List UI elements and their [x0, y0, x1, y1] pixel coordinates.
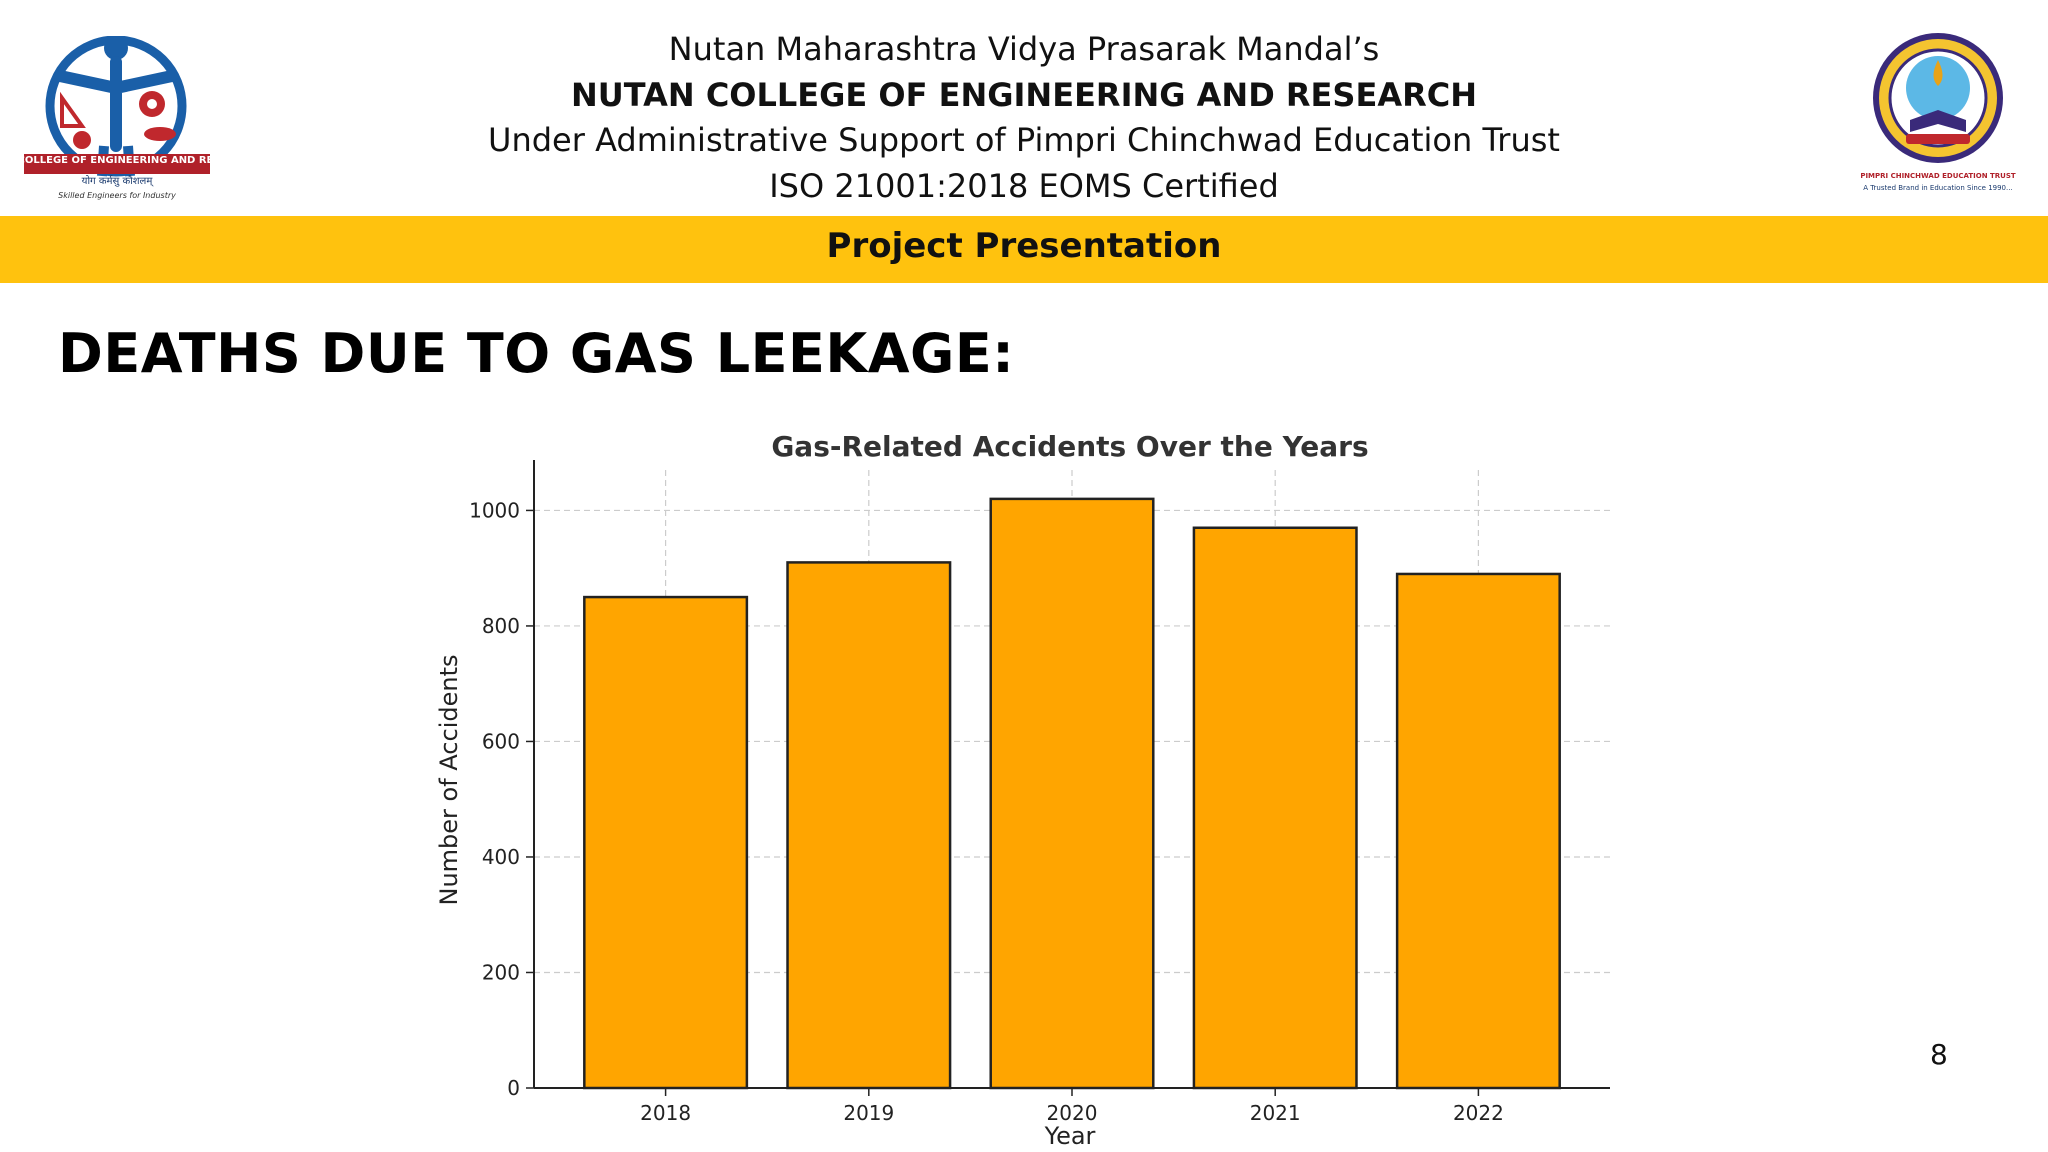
x-tick-label: 2020	[1047, 1101, 1098, 1125]
header-line-4: ISO 21001:2018 EOMS Certified	[769, 167, 1279, 205]
x-axis-label: Year	[1044, 1122, 1096, 1150]
page-number: 8	[1930, 1038, 1948, 1071]
chart-title: Gas-Related Accidents Over the Years	[771, 430, 1368, 463]
x-tick-label: 2021	[1250, 1101, 1301, 1125]
bar-2020	[989, 497, 1155, 1090]
right-logo-tagline: A Trusted Brand in Education Since 1990.…	[1863, 184, 2012, 192]
right-logo-name: PIMPRI CHINCHWAD EDUCATION TRUST	[1860, 172, 2016, 180]
bar-layer	[583, 497, 1561, 1090]
y-tick-label: 1000	[469, 498, 520, 522]
nutan-college-logo: NUTAN COLLEGE OF ENGINEERING AND RESEARC…	[20, 36, 215, 200]
band-title: Project Presentation	[826, 226, 1222, 266]
header-line-3: Under Administrative Support of Pimpri C…	[488, 121, 1560, 159]
y-tick-label: 800	[482, 614, 520, 638]
bar-2019	[786, 561, 952, 1090]
header-line-2: NUTAN COLLEGE OF ENGINEERING AND RESEARC…	[571, 76, 1477, 114]
bar-chart: Gas-Related Accidents Over the Years 0 20…	[435, 430, 1610, 1150]
x-tick-label: 2018	[640, 1101, 691, 1125]
left-logo-name: NUTAN COLLEGE OF ENGINEERING AND RESEARC…	[20, 155, 215, 166]
x-tick-label: 2022	[1453, 1101, 1504, 1125]
left-logo-motto: योग कर्मसु कौशलम्	[82, 175, 155, 187]
y-tick-label: 600	[482, 729, 520, 753]
pimpri-chinchwad-trust-logo: PIMPRI CHINCHWAD EDUCATION TRUST A Trust…	[1860, 33, 2016, 192]
y-axis-label: Number of Accidents	[435, 655, 463, 906]
y-tick-label: 0	[507, 1076, 520, 1100]
y-tick-label: 200	[482, 960, 520, 984]
presentation-band	[0, 216, 2048, 283]
bar-2018	[583, 595, 749, 1090]
axis-layer: 0 200 400 600 800 1000 2018 2019 2020 2021 2022	[469, 460, 1610, 1125]
left-logo-tagline: Skilled Engineers for Industry	[58, 191, 176, 200]
header-line-1: Nutan Maharashtra Vidya Prasarak Mandal’…	[668, 30, 1380, 68]
bar-2021	[1192, 526, 1358, 1090]
bar-2022	[1395, 572, 1561, 1090]
x-tick-label: 2019	[843, 1101, 894, 1125]
y-tick-label: 400	[482, 845, 520, 869]
slide-title: DEATHS DUE TO GAS LEEKAGE:	[58, 322, 1015, 385]
